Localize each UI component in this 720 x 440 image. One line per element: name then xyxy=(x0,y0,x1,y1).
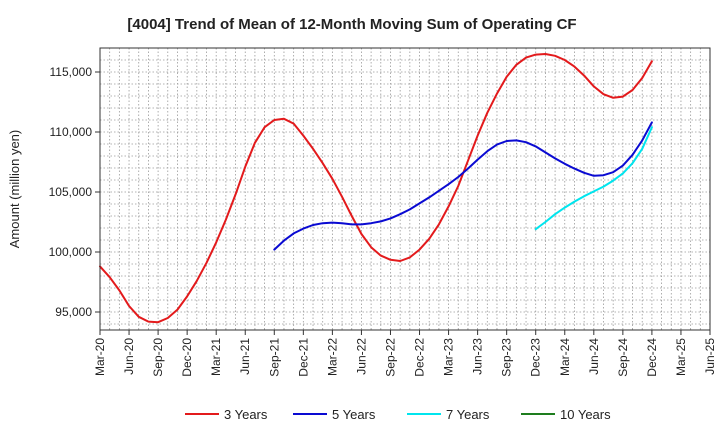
x-tick-label: Mar-24 xyxy=(558,338,572,376)
y-axis-label: Amount (million yen) xyxy=(7,130,22,249)
legend-label-10-years: 10 Years xyxy=(560,407,611,422)
x-tick-label: Jun-25 xyxy=(703,338,717,375)
x-tick-label: Sep-24 xyxy=(616,338,630,377)
y-tick-label: 95,000 xyxy=(55,305,92,319)
series-line-5-years xyxy=(273,121,653,251)
grid-lines xyxy=(100,48,710,330)
plot-frame xyxy=(99,47,711,331)
x-tick-label: Dec-21 xyxy=(296,338,310,377)
series-line-3-years xyxy=(99,53,653,324)
y-tick-label: 100,000 xyxy=(49,245,93,259)
x-tick-label: Mar-21 xyxy=(209,338,223,376)
chart-title: [4004] Trend of Mean of 12-Month Moving … xyxy=(127,16,576,33)
x-tick-label: Sep-20 xyxy=(151,338,165,377)
x-tick-label: Jun-22 xyxy=(354,338,368,375)
legend-label-7-years: 7 Years xyxy=(446,407,490,422)
x-tick-label: Sep-23 xyxy=(500,338,514,377)
x-tick-label: Sep-21 xyxy=(267,338,281,377)
x-tick-label: Dec-23 xyxy=(529,338,543,377)
x-tick-label: Jun-23 xyxy=(471,338,485,375)
legend: 3 Years 5 Years 7 Years 10 Years xyxy=(185,407,611,422)
x-tick-label: Jun-24 xyxy=(587,338,601,375)
legend-label-5-years: 5 Years xyxy=(332,407,376,422)
x-tick-label: Dec-20 xyxy=(180,338,194,377)
x-axis-ticks: Mar-20 Jun-20 Sep-20 Dec-20 Mar-21 Jun-21 Sep-… xyxy=(93,330,717,377)
y-tick-label: 105,000 xyxy=(49,185,93,199)
x-tick-label: Mar-20 xyxy=(93,338,107,376)
x-tick-label: Jun-21 xyxy=(238,338,252,375)
series-layer xyxy=(99,53,653,324)
y-tick-label: 110,000 xyxy=(50,125,93,139)
x-tick-label: Mar-22 xyxy=(325,338,339,376)
legend-label-3-years: 3 Years xyxy=(224,407,268,422)
y-tick-label: 115,000 xyxy=(50,65,93,79)
y-axis-ticks: 95,000 100,000 105,000 110,000 115,000 xyxy=(49,65,100,319)
series-line-7-years xyxy=(534,126,653,231)
x-tick-label: Mar-23 xyxy=(442,338,456,376)
x-tick-label: Mar-25 xyxy=(674,338,688,376)
x-tick-label: Dec-24 xyxy=(645,338,659,377)
x-tick-label: Jun-20 xyxy=(122,338,136,375)
x-tick-label: Dec-22 xyxy=(413,338,427,377)
x-tick-label: Sep-22 xyxy=(383,338,397,377)
